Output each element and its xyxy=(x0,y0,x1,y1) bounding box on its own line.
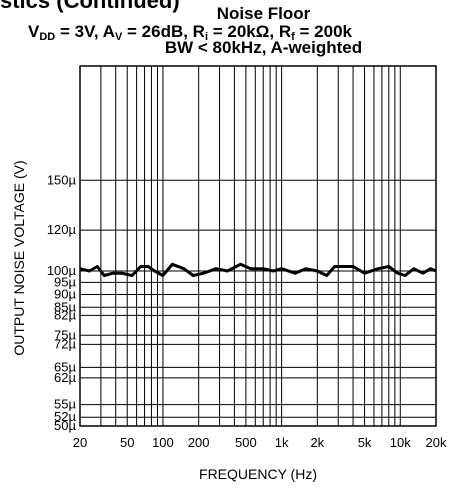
ri-value: = 20kΩ, R xyxy=(208,22,292,41)
y-tick-label: 120µ xyxy=(47,222,77,237)
section-header: stics (Continued) xyxy=(0,0,180,13)
x-tick-label: 1k xyxy=(275,435,289,450)
x-tick-label: 20k xyxy=(426,435,447,450)
chart-subtitle-line2: BW < 80kHz, A-weighted xyxy=(164,38,363,57)
y-tick-label: 72µ xyxy=(54,336,76,351)
y-tick-label: 85µ xyxy=(54,299,76,314)
y-tick-label: 62µ xyxy=(54,370,76,385)
y-tick-label: 82µ xyxy=(54,307,76,322)
grid-layer xyxy=(80,66,436,426)
y-tick-label: 50µ xyxy=(54,418,76,433)
rf-value: = 200k xyxy=(294,22,352,41)
chart-title: Noise Floor xyxy=(216,4,311,23)
av-value: = 26dB, R xyxy=(122,22,205,41)
y-tick-label: 65µ xyxy=(54,359,76,374)
y-tick-label: 90µ xyxy=(54,287,76,302)
noise-floor-series-line xyxy=(79,262,437,277)
chart-subtitle-line1: VDD = 3V, AV = 26dB, Ri = 20kΩ, Rf = 200… xyxy=(28,22,453,43)
ri-sub: i xyxy=(204,31,209,43)
x-tick-label: 10k xyxy=(390,435,411,450)
y-tick-label: 55µ xyxy=(54,397,76,412)
x-tick-label: 20 xyxy=(73,435,87,450)
plot-frame xyxy=(79,65,437,427)
y-tick-label: 52µ xyxy=(54,409,76,424)
av-sub: V xyxy=(114,31,123,43)
y-tick-label: 150µ xyxy=(47,172,77,187)
vdd-value: = 3V, A xyxy=(55,22,115,41)
rf-sub: f xyxy=(291,31,295,43)
x-tick-label: 200 xyxy=(188,435,210,450)
y-axis-label: OUTPUT NOISE VOLTAGE (V) xyxy=(11,160,27,355)
x-tick-label: 2k xyxy=(310,435,324,450)
x-tick-label: 50 xyxy=(120,435,134,450)
vdd-label: V xyxy=(28,22,40,41)
x-axis-label: FREQUENCY (Hz) xyxy=(199,466,317,482)
x-tick-label: 100 xyxy=(152,435,174,450)
vdd-sub: DD xyxy=(39,31,56,43)
series-layer xyxy=(79,262,437,277)
x-tick-label: 500 xyxy=(235,435,257,450)
x-tick-label: 5k xyxy=(358,435,372,450)
y-tick-label: 100µ xyxy=(47,263,77,278)
x-tick-labels: 20 50 100 200 500 1k 2k 5k 10k 20k xyxy=(73,435,447,450)
y-tick-label: 95µ xyxy=(54,274,76,289)
y-tick-label: 75µ xyxy=(54,327,76,342)
